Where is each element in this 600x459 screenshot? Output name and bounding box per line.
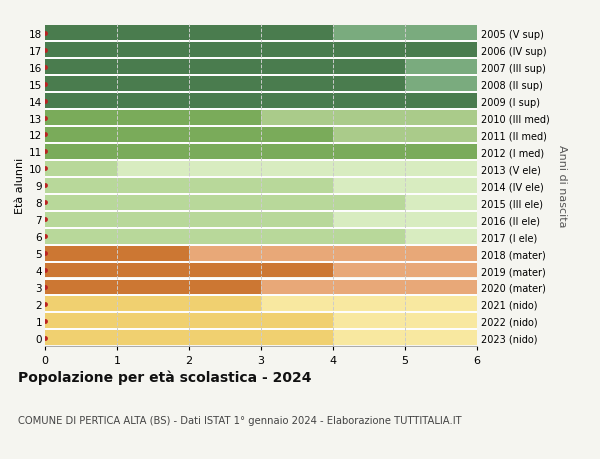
Bar: [45, 94, 477, 109]
Bar: [45, 145, 477, 160]
Bar: [45, 297, 261, 312]
Bar: [45, 263, 333, 278]
Bar: [45, 179, 477, 193]
Bar: [45, 196, 405, 210]
Bar: [45, 330, 477, 346]
Y-axis label: Anni di nascita: Anni di nascita: [557, 145, 567, 227]
Bar: [45, 43, 477, 58]
Bar: [45, 229, 477, 244]
Bar: [45, 26, 333, 41]
Bar: [45, 246, 477, 261]
Text: Popolazione per età scolastica - 2024: Popolazione per età scolastica - 2024: [18, 369, 311, 384]
Bar: [45, 212, 477, 227]
Bar: [45, 162, 117, 176]
Bar: [45, 111, 261, 126]
Bar: [45, 162, 477, 176]
Text: COMUNE DI PERTICA ALTA (BS) - Dati ISTAT 1° gennaio 2024 - Elaborazione TUTTITAL: COMUNE DI PERTICA ALTA (BS) - Dati ISTAT…: [18, 415, 461, 425]
Bar: [45, 94, 477, 109]
Bar: [45, 280, 261, 295]
Bar: [45, 26, 477, 41]
Bar: [45, 128, 477, 143]
Bar: [45, 330, 333, 346]
Bar: [45, 43, 477, 58]
Bar: [45, 77, 477, 92]
Bar: [45, 77, 405, 92]
Bar: [45, 314, 477, 329]
Bar: [45, 212, 333, 227]
Bar: [45, 297, 477, 312]
Y-axis label: Età alunni: Età alunni: [15, 158, 25, 214]
Bar: [45, 60, 405, 75]
Bar: [45, 196, 477, 210]
Bar: [45, 314, 333, 329]
Bar: [45, 263, 477, 278]
Bar: [45, 179, 333, 193]
Bar: [45, 229, 405, 244]
Bar: [45, 60, 477, 75]
Bar: [45, 111, 477, 126]
Bar: [45, 280, 477, 295]
Bar: [45, 145, 477, 160]
Bar: [45, 128, 333, 143]
Bar: [45, 246, 189, 261]
